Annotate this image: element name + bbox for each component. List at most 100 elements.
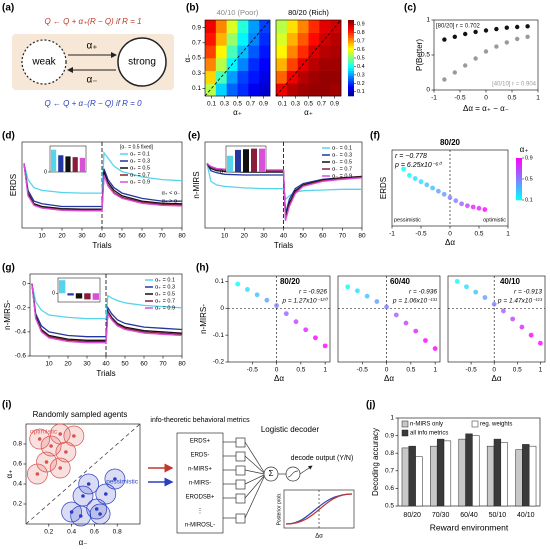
- x-axis-label: Δα: [492, 374, 502, 383]
- agent: [58, 466, 62, 470]
- x-tick-label: 20: [58, 233, 66, 240]
- colorbar-step: [348, 80, 354, 84]
- heatmap-cell: [330, 58, 342, 71]
- legend-entry: α₊ = 0.1: [155, 277, 175, 283]
- y-tick-label: 0.9: [385, 432, 394, 439]
- x-tick-label: 1: [536, 95, 540, 102]
- diagonal: [275, 19, 342, 97]
- edge-label: α₊: [86, 41, 97, 52]
- point: [303, 327, 309, 333]
- inset-bar: [235, 149, 241, 172]
- point: [510, 316, 516, 322]
- heatmap-cell: [248, 70, 260, 84]
- legend-entry: n-MIRS only: [410, 422, 443, 428]
- colorbar-step: [516, 166, 522, 169]
- bar: [522, 444, 530, 507]
- point: [473, 29, 478, 35]
- agent: [58, 432, 62, 436]
- stat: r = −0.778: [395, 153, 427, 160]
- point: [473, 56, 478, 61]
- weak-node: [21, 39, 67, 85]
- heatmap-cell: [259, 58, 271, 71]
- bar: [408, 445, 416, 507]
- x-tick-label: 0.5: [233, 101, 242, 108]
- point: [470, 204, 476, 210]
- point: [482, 207, 488, 212]
- sigmoid-node: [285, 466, 301, 482]
- legend-entry: α₊ = 0.7: [155, 298, 175, 304]
- heatmap-cell: [205, 83, 217, 97]
- plot-title: 60/40: [390, 277, 411, 286]
- colorbar-step: [348, 50, 354, 54]
- decoder-title: Logistic decoder: [261, 425, 320, 434]
- point: [473, 289, 479, 295]
- x-tick-label: 1: [323, 367, 327, 374]
- node-label: strong: [128, 57, 156, 68]
- legend-entry: α₋ = 0.7: [332, 166, 352, 172]
- panel-label: (b): [186, 3, 199, 14]
- x-tick-label: 70: [158, 233, 166, 240]
- stat: r = -0.913: [514, 289, 542, 296]
- x-tick-label: 40/10: [517, 512, 535, 519]
- point: [274, 303, 279, 308]
- inset-bar: [65, 156, 71, 172]
- point: [483, 49, 489, 54]
- heatmap-cell: [286, 20, 298, 33]
- diagonal: [25, 423, 141, 525]
- x-tick-label: 0.7: [317, 101, 326, 108]
- x-tick-label: 0.9: [330, 101, 339, 108]
- heatmap-cell: [248, 58, 260, 71]
- point: [504, 40, 509, 45]
- agent: [86, 482, 91, 486]
- colorbar-step: [348, 83, 354, 87]
- colorbar-step: [348, 63, 354, 66]
- x-tick-label: 60: [319, 233, 327, 240]
- colorbar-step: [348, 20, 354, 23]
- heatmap-cell: [248, 20, 260, 33]
- legend-entry: α₋ = 0.5: [332, 159, 352, 165]
- x-tick-label: 1: [506, 231, 510, 238]
- inset-bar: [72, 157, 78, 172]
- inset-bar: [84, 293, 91, 300]
- y-tick-label: 0.7: [192, 40, 201, 47]
- x-tick-label: 0.5: [406, 367, 415, 374]
- colorbar-step: [348, 30, 354, 33]
- strong-node: [117, 37, 167, 87]
- point: [453, 198, 459, 204]
- panel-label: (j): [366, 400, 375, 411]
- agent: [72, 434, 76, 438]
- x-tick-label: 20: [241, 233, 249, 240]
- x-tick-label: 40: [280, 233, 288, 240]
- colorbar-step: [516, 170, 522, 173]
- heatmap-cell: [276, 58, 288, 71]
- heatmap-cell: [205, 70, 217, 84]
- plot-frame: [227, 275, 331, 363]
- heatmap-cell: [308, 20, 320, 33]
- point: [436, 188, 441, 194]
- heatmap-cell: [330, 83, 342, 97]
- point: [245, 287, 250, 292]
- panel-label: (f): [370, 131, 380, 142]
- point: [464, 284, 469, 290]
- heatmap-cell: [237, 32, 249, 46]
- plot-frame: [447, 275, 546, 363]
- x-tick-label: 0.4: [67, 529, 76, 536]
- heatmap-cell: [226, 32, 238, 46]
- y-tick-label: 0.6: [385, 485, 394, 492]
- inset-y-label: Posterior prob.: [276, 493, 282, 526]
- heatmap-cell: [308, 32, 320, 46]
- equation: Q ← Q + α₋(R − Q) if R = 0: [44, 99, 142, 108]
- x-tick-label: 20: [64, 361, 72, 368]
- point: [393, 312, 399, 318]
- x-tick-label: 0.5: [507, 95, 516, 102]
- bar: [472, 435, 480, 507]
- x-tick-label: 40: [98, 233, 106, 240]
- agent: [78, 514, 83, 518]
- point: [407, 172, 412, 178]
- colorbar-tick-label: 0.1: [357, 89, 365, 95]
- x-tick-label: 0.3: [291, 101, 300, 108]
- x-tick-label: 0.5: [304, 101, 313, 108]
- x-axis-label: Reward environment: [430, 522, 509, 532]
- heatmap-cell: [237, 83, 249, 97]
